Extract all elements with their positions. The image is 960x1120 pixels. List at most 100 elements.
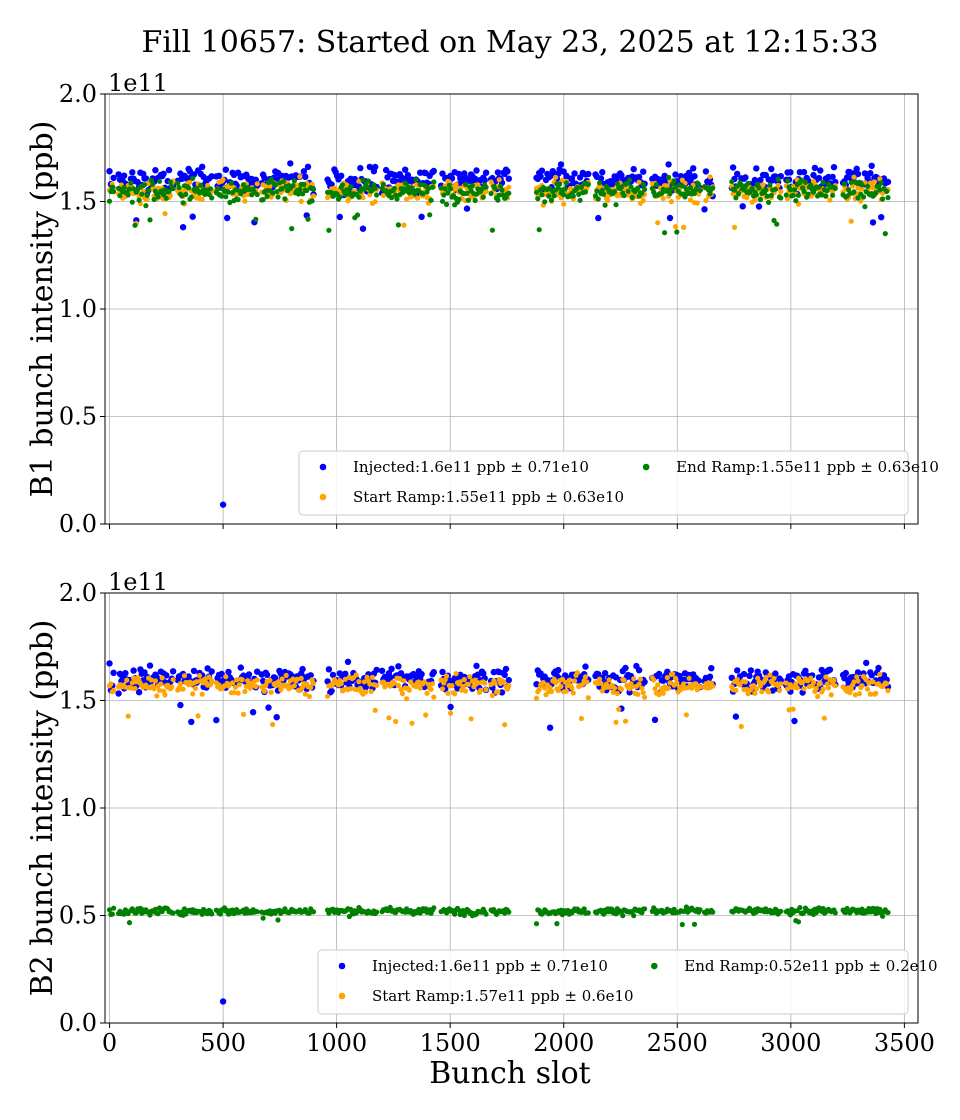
data-point [263, 183, 269, 189]
data-point [199, 196, 205, 202]
data-point [734, 667, 741, 674]
data-point [860, 194, 867, 200]
data-point [240, 711, 247, 718]
data-point [167, 192, 173, 199]
data-point [452, 911, 458, 917]
data-point [763, 674, 769, 681]
data-point [287, 160, 294, 167]
data-point [279, 186, 285, 192]
data-point [402, 180, 408, 186]
data-point [146, 662, 154, 669]
data-point [563, 180, 570, 186]
data-point [701, 206, 708, 213]
data-point [261, 174, 268, 181]
data-point [230, 680, 236, 686]
data-point [621, 677, 627, 683]
data-point [594, 188, 600, 194]
data-point [280, 178, 287, 184]
data-point [683, 904, 690, 910]
data-point [448, 186, 454, 192]
data-point [254, 677, 260, 683]
data-point [823, 193, 829, 199]
data-point [787, 169, 794, 176]
data-point [635, 667, 643, 674]
data-point [163, 672, 170, 679]
data-point [130, 667, 137, 674]
data-point [336, 213, 343, 221]
data-point [479, 186, 485, 192]
data-point [414, 195, 421, 201]
data-point [775, 176, 781, 182]
data-point [635, 691, 641, 697]
data-point [307, 672, 314, 679]
data-point [154, 693, 160, 699]
data-point [175, 180, 181, 186]
data-point [791, 187, 798, 193]
data-point [536, 227, 542, 233]
data-point [772, 186, 779, 192]
data-point [275, 917, 281, 923]
data-point [188, 718, 195, 726]
data-point [409, 185, 415, 191]
data-point [867, 170, 874, 177]
data-point [310, 909, 317, 915]
b1-panel: 0.0 0.5 1.0 1.5 2.0 1e11 B1 bunch intensity (p… [25, 69, 939, 538]
data-point [729, 179, 735, 185]
data-point [666, 685, 672, 691]
data-point [846, 169, 854, 176]
data-point [681, 681, 687, 687]
data-point [500, 679, 506, 685]
data-point [274, 189, 280, 195]
data-point [585, 170, 592, 178]
data-point [629, 684, 635, 690]
data-point [267, 183, 273, 190]
data-point [267, 677, 273, 683]
data-point [488, 681, 494, 688]
data-point [428, 686, 434, 693]
y-tick-label: 0.0 [59, 1009, 97, 1037]
data-point [756, 679, 762, 685]
data-point [710, 909, 716, 915]
data-point [862, 204, 868, 210]
data-point [882, 231, 888, 237]
data-point [867, 691, 873, 697]
data-point [885, 195, 891, 201]
data-point [616, 706, 622, 712]
data-point [395, 222, 401, 228]
data-point [301, 181, 307, 188]
data-point [640, 181, 646, 188]
data-point [170, 910, 176, 916]
data-point [430, 669, 437, 676]
data-point [438, 185, 444, 191]
x-tick-label: 1000 [306, 1029, 367, 1057]
data-point [467, 674, 473, 680]
data-point [621, 192, 627, 199]
data-point [853, 165, 860, 172]
data-point [391, 680, 397, 686]
data-point [783, 192, 789, 198]
data-point [442, 186, 448, 192]
data-point [215, 186, 221, 192]
data-point [666, 214, 674, 222]
data-point [553, 680, 559, 686]
data-point [618, 686, 625, 692]
data-point [418, 213, 425, 220]
data-point [557, 181, 563, 187]
data-point [802, 667, 809, 674]
data-point [884, 178, 892, 186]
data-point [463, 181, 469, 188]
data-point [209, 195, 215, 201]
data-point [869, 219, 877, 226]
data-point [397, 670, 405, 677]
data-point [597, 175, 605, 182]
data-point [798, 177, 804, 183]
data-point [167, 179, 173, 185]
data-point [339, 182, 346, 188]
data-point [602, 202, 608, 208]
data-point [395, 663, 402, 670]
y-tick-label: 1.0 [59, 794, 97, 822]
data-point [540, 680, 546, 686]
data-point [818, 666, 825, 674]
data-point [767, 182, 773, 188]
y-exponent-label: 1e11 [108, 568, 168, 596]
